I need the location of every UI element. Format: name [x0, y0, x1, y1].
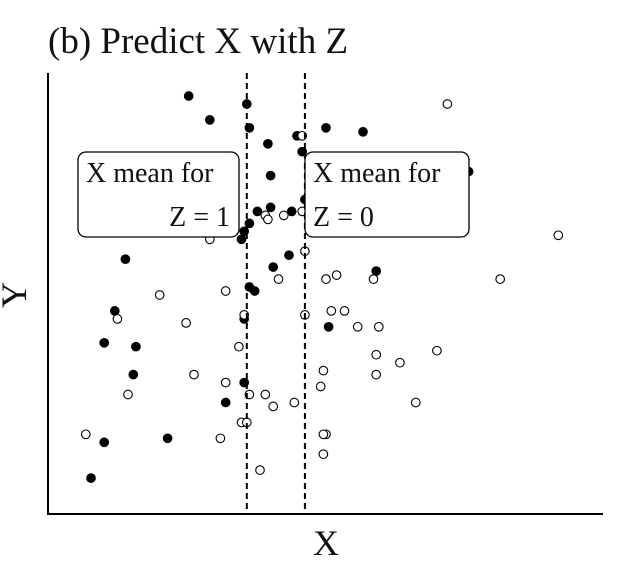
point-filled-34: [323, 321, 334, 332]
point-open-28: [318, 365, 329, 376]
point-open-41: [215, 433, 226, 444]
point-open-10: [321, 274, 331, 284]
point-open-35: [268, 401, 279, 412]
point-open-29: [189, 369, 199, 380]
point-open-37: [289, 397, 300, 408]
annotation-z0-line2: Z = 0: [313, 202, 374, 233]
point-filled-13: [265, 202, 276, 213]
point-filled-29: [220, 397, 231, 408]
point-filled-20: [284, 250, 294, 261]
point-open-38: [410, 397, 421, 408]
point-filled-8: [358, 126, 368, 137]
point-filled-18: [120, 254, 131, 265]
annotation-box-z1-frame: [77, 151, 240, 238]
annotation-z0-line1: X mean for: [313, 158, 441, 189]
point-open-11: [331, 270, 342, 280]
point-open-33: [260, 389, 271, 400]
chart-title: (b) Predict X with Z: [48, 21, 348, 62]
point-open-27: [432, 345, 442, 356]
point-open-13: [495, 274, 506, 284]
point-filled-4: [263, 138, 273, 149]
point-open-34: [315, 381, 326, 392]
point-filled-11: [252, 206, 263, 217]
point-open-0: [442, 99, 453, 109]
point-filled-14: [286, 206, 297, 217]
point-open-44: [80, 429, 91, 440]
annotation-z1-line2: Z = 1: [169, 202, 230, 233]
reference-lines: [245, 73, 306, 514]
point-open-12: [368, 274, 379, 284]
point-open-30: [371, 369, 382, 380]
points-layer: [80, 91, 564, 483]
point-open-36: [123, 389, 133, 400]
point-open-3: [263, 214, 273, 225]
point-open-24: [234, 341, 244, 352]
point-open-26: [395, 357, 405, 368]
point-open-31: [220, 377, 231, 388]
point-filled-7: [321, 122, 331, 133]
point-open-45: [255, 465, 265, 475]
annotation-box-z0-frame: [304, 151, 470, 238]
point-filled-33: [371, 266, 382, 276]
point-filled-32: [86, 473, 96, 483]
point-filled-22: [249, 286, 260, 296]
annotation-box-z1: X mean for Z = 1: [77, 151, 240, 238]
point-open-22: [352, 321, 363, 332]
point-filled-24: [109, 306, 120, 316]
point-open-43: [318, 429, 329, 440]
point-filled-0: [183, 91, 194, 101]
point-open-5: [278, 210, 289, 221]
point-filled-12: [265, 170, 276, 181]
point-open-15: [154, 290, 165, 300]
point-open-14: [220, 286, 231, 296]
point-filled-19: [268, 262, 279, 272]
point-open-46: [318, 449, 329, 460]
annotation-box-z0: X mean for Z = 0: [304, 151, 470, 238]
point-filled-26: [131, 341, 141, 352]
point-open-25: [371, 349, 382, 360]
point-open-18: [339, 306, 350, 316]
point-filled-1: [204, 115, 215, 125]
y-axis-label: Y: [0, 282, 34, 308]
point-filled-27: [128, 369, 139, 380]
point-filled-16: [236, 234, 247, 245]
point-filled-25: [99, 337, 110, 348]
x-axis-label: X: [313, 523, 339, 563]
point-open-16: [112, 314, 123, 324]
annotation-z1-line1: X mean for: [86, 158, 214, 189]
point-open-23: [373, 321, 384, 332]
point-filled-31: [99, 437, 110, 448]
point-open-20: [181, 318, 191, 328]
point-filled-30: [162, 433, 173, 444]
point-open-7: [553, 230, 564, 241]
point-open-9: [273, 274, 284, 284]
point-open-17: [326, 306, 337, 316]
